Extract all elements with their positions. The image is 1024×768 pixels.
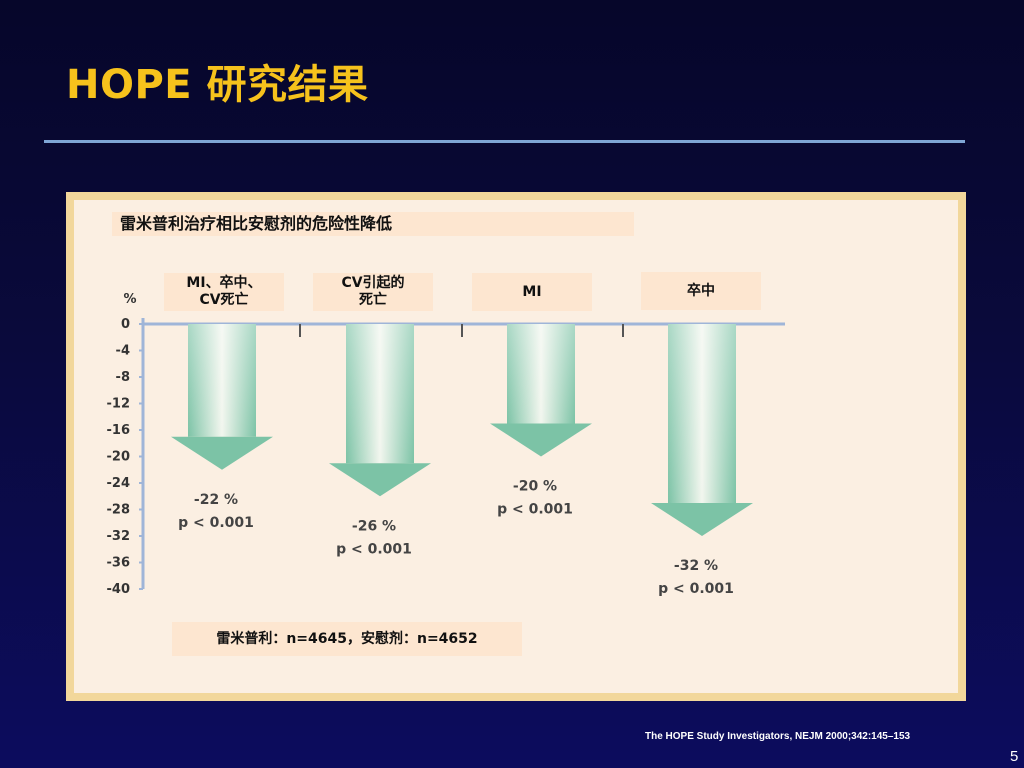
y-tick-label: -36 <box>107 556 131 571</box>
citation: The HOPE Study Investigators, NEJM 2000;… <box>645 731 911 742</box>
y-tick-label: -40 <box>107 582 131 597</box>
sample-size-note: 雷米普利：n=4645，安慰剂：n=4652 <box>172 622 522 656</box>
y-tick-label: -12 <box>107 397 131 412</box>
category-label: MI <box>472 273 592 311</box>
arrow-shaft-highlight <box>507 324 575 424</box>
value-label: -20 % <box>513 479 557 495</box>
arrow-head <box>651 503 753 536</box>
y-tick-label: -4 <box>116 344 130 359</box>
value-label: -32 % <box>674 558 718 574</box>
category-label: 卒中 <box>641 272 761 310</box>
page-number: 5 <box>1010 748 1019 765</box>
p-value-label: p < 0.001 <box>336 541 412 557</box>
p-value-label: p < 0.001 <box>178 515 254 531</box>
arrow-shaft-highlight <box>668 324 736 503</box>
arrow-head <box>171 436 273 470</box>
category-label: CV引起的 死亡 <box>313 273 433 311</box>
y-tick-label: -16 <box>107 423 131 438</box>
y-tick-label: -24 <box>107 476 131 491</box>
chart-title: 雷米普利治疗相比安慰剂的危险性降低 <box>112 212 634 236</box>
y-axis-label: % <box>123 292 136 307</box>
title-divider <box>44 140 965 143</box>
y-tick-label: -8 <box>116 370 130 385</box>
arrow-shaft-highlight <box>188 324 256 437</box>
slide-title: HOPE 研究结果 <box>66 62 369 108</box>
value-label: -22 % <box>194 492 238 508</box>
y-tick-label: -28 <box>107 503 131 518</box>
y-tick-label: 0 <box>121 317 130 332</box>
y-tick-label: -32 <box>107 529 131 544</box>
arrow-head <box>329 463 431 497</box>
value-label: -26 % <box>352 518 396 534</box>
arrow-head <box>490 423 592 457</box>
arrow-shaft-highlight <box>346 324 414 464</box>
y-tick-label: -20 <box>107 450 131 465</box>
category-label: MI、卒中、 CV死亡 <box>164 273 284 311</box>
p-value-label: p < 0.001 <box>497 502 573 518</box>
p-value-label: p < 0.001 <box>658 581 734 597</box>
